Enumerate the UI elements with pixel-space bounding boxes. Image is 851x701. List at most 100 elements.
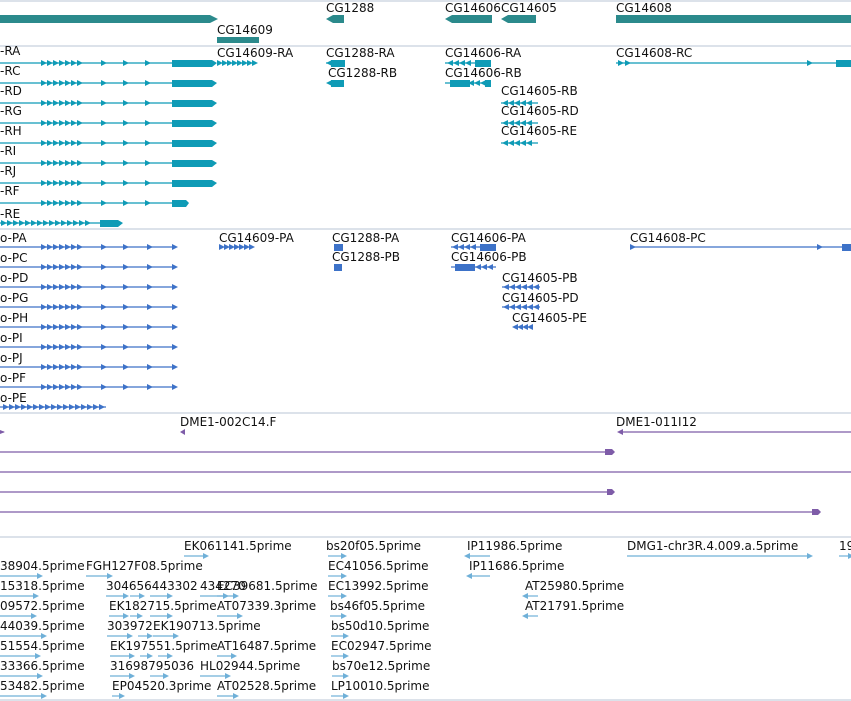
exon-arrow[interactable] [129,653,135,659]
exon-arrow[interactable] [509,304,515,310]
exon-arrow[interactable] [77,364,83,370]
exon-arrow[interactable] [101,100,107,106]
exon-arrow[interactable] [53,364,59,370]
exon-arrow[interactable] [59,264,65,270]
exon-arrow[interactable] [239,244,245,250]
exon-block[interactable] [100,220,118,227]
exon-arrow[interactable] [145,140,151,146]
exon-arrow[interactable] [59,324,65,330]
exon-arrow[interactable] [59,140,65,146]
exon-block[interactable] [455,264,475,271]
exon-arrow[interactable] [53,100,59,106]
exon-arrow[interactable] [101,344,107,350]
exon-arrow[interactable] [101,120,107,126]
exon-arrow[interactable] [464,553,470,559]
exon-block[interactable] [172,140,212,147]
exon-arrow[interactable] [53,200,59,206]
exon-arrow[interactable] [107,573,113,579]
exon-arrow[interactable] [41,200,47,206]
exon-arrow[interactable] [27,404,33,410]
exon-arrow[interactable] [77,284,83,290]
exon-arrow[interactable] [533,304,539,310]
exon-arrow[interactable] [217,60,223,66]
exon-arrow[interactable] [123,80,129,86]
exon-arrow[interactable] [101,160,107,166]
exon-arrow[interactable] [244,244,250,250]
exon-arrow[interactable] [41,140,47,146]
exon-arrow[interactable] [123,264,129,270]
exon-block[interactable] [172,80,212,87]
exon-arrow[interactable] [41,120,47,126]
exon-arrow[interactable] [71,60,77,66]
exon-block[interactable] [836,60,851,67]
exon-arrow[interactable] [71,120,77,126]
exon-arrow[interactable] [65,344,71,350]
exon-arrow[interactable] [147,324,153,330]
exon-arrow[interactable] [527,284,533,290]
exon-arrow[interactable] [475,264,481,270]
exon-arrow[interactable] [77,60,83,66]
exon-arrow[interactable] [41,180,47,186]
exon-arrow[interactable] [101,80,107,86]
exon-arrow[interactable] [139,593,145,599]
exon-arrow[interactable] [41,344,47,350]
exon-arrow[interactable] [73,220,79,226]
exon-arrow[interactable] [1,220,7,226]
exon-arrow[interactable] [343,653,349,659]
exon-block[interactable] [334,264,342,271]
exon-arrow[interactable] [77,324,83,330]
exon-arrow[interactable] [515,304,521,310]
exon-arrow[interactable] [71,100,77,106]
exon-arrow[interactable] [65,264,71,270]
exon-arrow[interactable] [47,384,53,390]
exon-arrow[interactable] [43,220,49,226]
exon-arrow[interactable] [522,613,528,619]
exon-arrow[interactable] [59,160,65,166]
exon-arrow[interactable] [521,304,527,310]
exon-arrow[interactable] [123,140,129,146]
exon-arrow[interactable] [123,344,129,350]
exon-arrow[interactable] [233,693,239,699]
exon-arrow[interactable] [172,264,178,270]
exon-arrow[interactable] [452,244,458,250]
exon-arrow[interactable] [163,673,169,679]
exon-arrow[interactable] [147,384,153,390]
exon-arrow[interactable] [59,80,65,86]
exon-arrow[interactable] [521,284,527,290]
exon-arrow[interactable] [57,404,63,410]
exon-arrow[interactable] [517,324,523,330]
exon-arrow[interactable] [47,80,53,86]
exon-arrow[interactable] [77,264,83,270]
exon-arrow[interactable] [77,160,83,166]
exon-arrow[interactable] [31,613,37,619]
exon-arrow[interactable] [65,100,71,106]
exon-arrow[interactable] [341,573,347,579]
exon-arrow[interactable] [53,324,59,330]
exon-arrow[interactable] [65,244,71,250]
exon-arrow[interactable] [145,200,151,206]
exon-arrow[interactable] [341,553,347,559]
exon-arrow[interactable] [514,100,520,106]
exon-arrow[interactable] [51,404,57,410]
exon-arrow[interactable] [65,384,71,390]
exon-arrow[interactable] [233,593,239,599]
exon-arrow[interactable] [33,593,39,599]
gene-feature[interactable] [445,15,492,23]
exon-arrow[interactable] [515,284,521,290]
exon-arrow[interactable] [123,100,129,106]
exon-arrow[interactable] [47,180,53,186]
gene-feature[interactable] [326,15,344,23]
exon-arrow[interactable] [247,60,253,66]
exon-arrow[interactable] [71,80,77,86]
exon-arrow[interactable] [71,244,77,250]
exon-arrow[interactable] [341,593,347,599]
exon-block[interactable] [172,160,212,167]
exon-arrow[interactable] [526,140,532,146]
exon-arrow[interactable] [53,120,59,126]
exon-arrow[interactable] [212,180,217,187]
exon-arrow[interactable] [53,180,59,186]
exon-arrow[interactable] [75,404,81,410]
exon-arrow[interactable] [147,264,153,270]
exon-arrow[interactable] [41,633,47,639]
exon-arrow[interactable] [326,60,332,66]
